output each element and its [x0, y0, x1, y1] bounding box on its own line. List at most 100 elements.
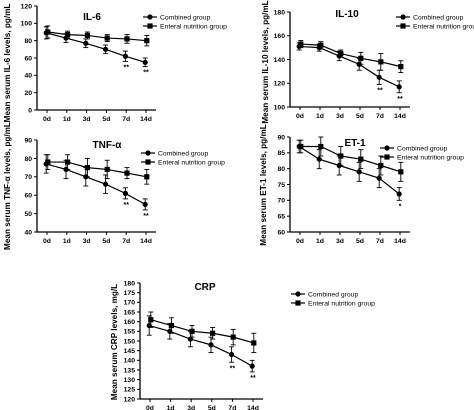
y-tick-label: 125: [124, 387, 136, 394]
legend-label: Combined group: [308, 291, 358, 298]
series-line: [298, 145, 400, 195]
y-axis-label: Mean serum TNF-α levels, pg/mL: [3, 122, 12, 250]
significance-marker: **: [123, 64, 129, 71]
data-point-square: [189, 328, 195, 334]
legend-marker-square: [145, 159, 151, 165]
data-point-square: [230, 334, 236, 340]
significance-marker: **: [397, 96, 403, 103]
significance-marker: **: [377, 87, 383, 94]
data-point-circle: [208, 342, 214, 348]
data-point-square: [318, 42, 324, 48]
significance-marker: **: [230, 365, 236, 372]
series-line: [46, 32, 146, 63]
significance-marker: *: [399, 203, 402, 210]
data-point-square: [65, 159, 71, 165]
legend: Combined group Enteral nutrition group: [380, 145, 464, 161]
legend-marker-circle: [400, 14, 406, 20]
data-point-square: [358, 156, 364, 162]
data-point-square: [104, 35, 110, 41]
x-tick-label: 1d: [63, 116, 71, 123]
x-tick-label: 3d: [336, 113, 344, 120]
x-tick-label: 0d: [43, 238, 51, 245]
y-tick-label: 65: [277, 214, 285, 221]
data-point-circle: [83, 40, 89, 46]
data-point-circle: [376, 74, 382, 80]
data-point-circle: [396, 84, 402, 90]
x-tick-label: 0d: [146, 405, 154, 410]
data-point-square: [45, 159, 51, 165]
legend-marker-square: [400, 23, 406, 29]
series-combined-group: [146, 315, 255, 373]
x-tick-label: 1d: [316, 238, 324, 245]
legend-label: Combined group: [397, 145, 447, 152]
y-tick-label: 140: [274, 57, 286, 64]
legend-marker-square: [384, 154, 390, 160]
y-tick-label: 175: [124, 290, 136, 297]
chart-title: IL-10: [335, 9, 359, 20]
y-axis-label: Mean serum IL-6 levels, pg/mL: [3, 4, 12, 123]
x-tick-label: 0d: [296, 238, 304, 245]
data-point-square: [144, 38, 150, 44]
y-tick-label: 70: [277, 198, 285, 205]
panel-et-1: 60 65 70 75 80 85 90 0d 1d 3d 5d 7d 14d ET-1 Mean seru…: [259, 124, 464, 246]
y-tick-label: 75: [277, 182, 285, 189]
data-point-square: [124, 36, 130, 42]
x-tick-label: 5d: [208, 405, 216, 410]
legend: Combined group Enteral nutrition group: [291, 291, 375, 307]
x-tick-label: 5d: [102, 238, 110, 245]
y-tick-label: 90: [277, 134, 285, 141]
data-point-circle: [142, 201, 148, 207]
chart-title: CRP: [194, 282, 215, 293]
x-tick-label: 0d: [296, 113, 304, 120]
y-tick-label: 80: [24, 38, 32, 45]
series-line: [150, 319, 254, 344]
x-tick-label: 7d: [376, 238, 384, 245]
y-tick-label: 170: [124, 300, 136, 307]
y-tick-label: 80: [277, 166, 285, 173]
y-axis-label: Mean serum IL-10 levels, pg/mL: [261, 0, 270, 123]
y-tick-label: 160: [124, 319, 136, 326]
data-point-square: [45, 29, 51, 35]
panel-il-10: 100 120 140 160 180 0d 1d 3d 5d 7d 14d IL-10 Mean se…: [261, 0, 474, 123]
legend-marker-square: [147, 23, 153, 29]
data-point-circle: [396, 191, 402, 197]
legend-marker-circle: [147, 14, 153, 20]
x-tick-label: 5d: [356, 238, 364, 245]
significance-marker: **: [123, 202, 129, 209]
x-tick-label: 0d: [43, 116, 51, 123]
series-line: [149, 324, 253, 367]
y-tick-label: 60: [24, 55, 32, 62]
legend-label: Combined group: [158, 150, 208, 157]
data-point-square: [298, 41, 304, 47]
chart-title: TNF-α: [93, 140, 123, 151]
series-line: [47, 161, 147, 178]
series-combined-group: [43, 154, 148, 211]
data-point-square: [318, 143, 324, 150]
y-tick-label: 160: [274, 33, 286, 40]
series-line: [47, 31, 147, 42]
x-tick-label: 7d: [376, 113, 384, 120]
y-tick-label: 20: [24, 90, 32, 97]
data-point-circle: [142, 59, 148, 65]
chart-title: ET-1: [344, 138, 366, 149]
significance-marker: **: [143, 213, 149, 220]
y-tick-label: 100: [274, 104, 286, 111]
legend: Combined group Enteral nutrition group: [143, 14, 227, 30]
data-point-circle: [103, 181, 109, 187]
data-point-square: [144, 174, 150, 180]
data-point-square: [398, 169, 404, 175]
y-tick-label: 100: [21, 21, 33, 28]
data-point-square: [358, 55, 364, 61]
data-point-circle: [103, 46, 109, 52]
y-tick-label: 145: [124, 348, 136, 355]
data-point-circle: [356, 169, 362, 175]
data-point-square: [65, 32, 71, 38]
y-tick-label: 80: [24, 156, 32, 163]
data-point-square: [298, 143, 304, 150]
data-point-square: [84, 165, 90, 171]
y-tick-label: 40: [24, 229, 32, 236]
y-tick-label: 165: [124, 309, 136, 316]
y-tick-label: 0: [28, 107, 32, 114]
x-tick-label: 5d: [102, 116, 110, 123]
